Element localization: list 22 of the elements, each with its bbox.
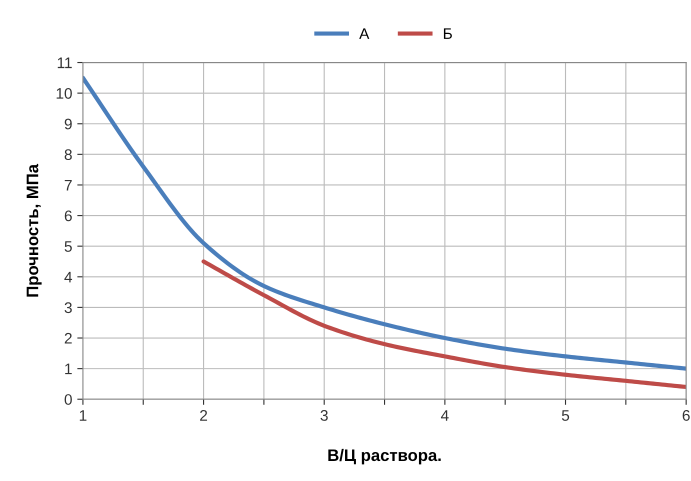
y-tick-label: 7 [64,180,72,190]
x-tick-label: 4 [440,410,449,421]
y-tick-label: 1 [65,364,72,374]
y-tick-label: 3 [64,302,72,314]
y-tick-label: 2 [64,332,72,344]
y-tick-label: 6 [64,210,72,222]
x-tick-label: 1 [80,410,86,421]
x-tick-label: 5 [562,410,570,421]
y-tick-label: 0 [64,394,72,405]
x-tick-label: 3 [320,410,328,421]
y-tick-label: 9 [64,118,72,130]
legend-label: А [359,28,370,39]
x-tick-label: 2 [200,410,208,421]
x-tick-label: 6 [682,410,690,421]
y-axis-title: Прочность, МПа [26,164,42,297]
y-tick-label: 8 [64,149,72,160]
y-tick-label: 10 [56,88,72,99]
x-axis-title: В/Ц раствора. [328,448,441,464]
y-tick-label: 11 [58,58,72,68]
y-tick-label: 5 [64,241,72,252]
legend-label: Б [444,28,452,39]
y-tick-label: 4 [64,272,72,282]
